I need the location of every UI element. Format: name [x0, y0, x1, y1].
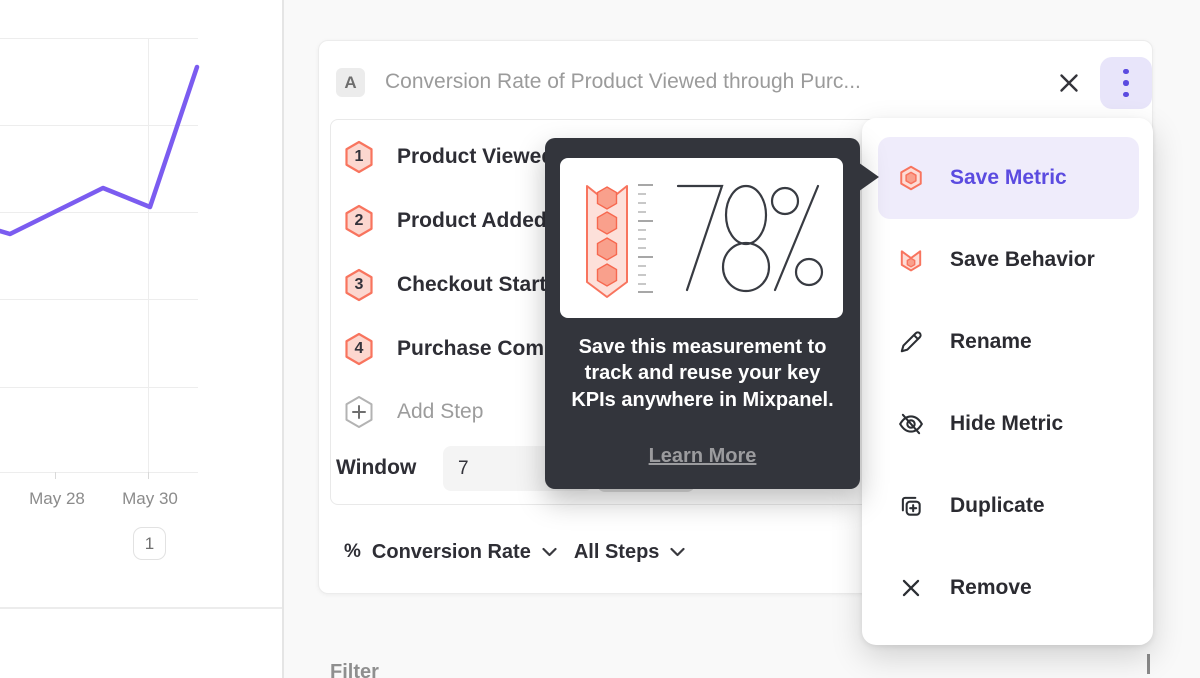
funnel-step-3[interactable]: 3 Checkout Started — [344, 268, 571, 302]
kpi-illustration — [560, 158, 843, 318]
close-icon — [1060, 74, 1078, 92]
chevron-down-icon[interactable] — [542, 547, 557, 557]
close-metric-button[interactable] — [1054, 68, 1084, 98]
step-label: Product Added — [397, 209, 547, 232]
metric-title: Conversion Rate of Product Viewed throug… — [385, 70, 861, 93]
save-metric-tooltip: Save this measurement to track and reuse… — [545, 138, 860, 489]
add-step-hexagon-icon — [344, 395, 374, 429]
save-behavior-icon — [898, 247, 924, 273]
percent-icon: % — [344, 541, 361, 562]
axis-tick — [148, 472, 149, 479]
add-filter-button[interactable] — [1147, 654, 1150, 674]
menu-item-hide-metric[interactable]: Hide Metric — [878, 383, 1139, 465]
step-label: Product Viewed — [397, 145, 555, 168]
kebab-menu-icon — [1123, 68, 1129, 75]
step-number-hexagon: 3 — [344, 268, 374, 302]
step-label: Checkout Started — [397, 273, 571, 296]
x-icon — [898, 575, 924, 601]
filter-section-title: Filter — [330, 661, 379, 678]
gridline — [148, 38, 149, 473]
gridline — [0, 299, 198, 300]
menu-item-rename[interactable]: Rename — [878, 301, 1139, 383]
step-number-hexagon: 2 — [344, 204, 374, 238]
conversion-line-series — [0, 64, 200, 237]
pencil-icon — [898, 329, 924, 355]
add-step-label: Add Step — [397, 400, 484, 423]
tooltip-arrow — [855, 160, 879, 194]
funnel-step-2[interactable]: 2 Product Added — [344, 204, 547, 238]
eye-off-icon — [898, 411, 924, 437]
x-axis-line — [0, 472, 198, 473]
panel-divider — [282, 0, 284, 678]
measurement-dropdown[interactable]: Conversion Rate — [371, 540, 531, 563]
line-series-path — [0, 64, 200, 237]
seventy-eight-percent-glyph — [676, 184, 824, 293]
menu-item-duplicate[interactable]: Duplicate — [878, 465, 1139, 547]
learn-more-link[interactable]: Learn More — [648, 445, 757, 467]
measurement-controls: % Conversion Rate All Steps — [344, 537, 686, 567]
chevron-down-icon[interactable] — [670, 547, 686, 557]
menu-item-remove[interactable]: Remove — [878, 547, 1139, 629]
menu-item-save-behavior[interactable]: Save Behavior — [878, 219, 1139, 301]
step-number-hexagon: 4 — [344, 332, 374, 366]
metric-letter-badge: A — [336, 68, 365, 97]
axis-tick — [55, 472, 56, 479]
tooltip-message: Save this measurement to track and reuse… — [571, 336, 834, 411]
menu-item-save-metric[interactable]: Save Metric — [878, 137, 1139, 219]
step-number-hexagon: 1 — [344, 140, 374, 174]
x-axis-label: May 28 — [29, 489, 85, 508]
save-metric-icon — [898, 165, 924, 191]
section-divider — [0, 607, 282, 609]
duplicate-icon — [898, 493, 924, 519]
pagination-badge[interactable]: 1 — [133, 527, 166, 560]
metric-options-button[interactable] — [1100, 57, 1152, 109]
add-step-button[interactable]: Add Step — [344, 395, 483, 429]
metric-options-menu: Save Metric Save Behavior Rename — [862, 118, 1153, 645]
window-label: Window — [336, 456, 417, 479]
gridline — [0, 212, 198, 213]
steps-scope-dropdown[interactable]: All Steps — [573, 540, 660, 563]
x-axis-label: May 30 — [122, 489, 178, 508]
gridline — [0, 38, 198, 39]
funnel-step-1[interactable]: 1 Product Viewed — [344, 140, 554, 174]
gridline — [0, 387, 198, 388]
gridline — [0, 125, 198, 126]
